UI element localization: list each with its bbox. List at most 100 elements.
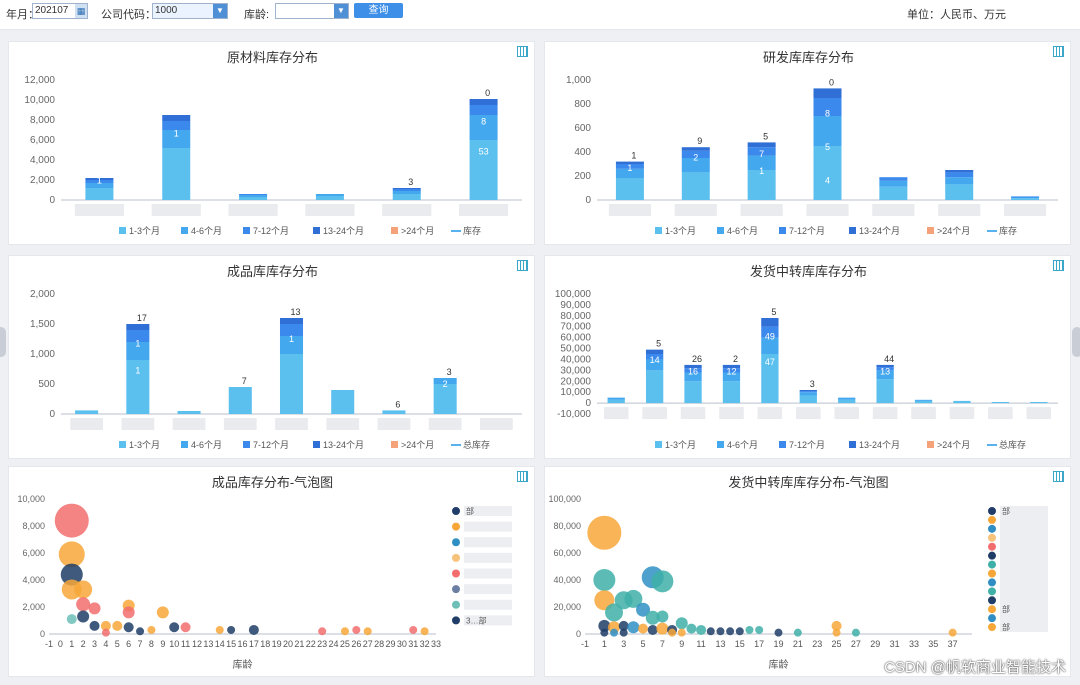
calendar-icon[interactable]: ▦: [75, 4, 87, 18]
x-tick-label: 4: [103, 639, 108, 649]
legend-swatch: [243, 441, 250, 448]
bubble-point: [169, 622, 180, 633]
chart-settings-icon[interactable]: [1053, 46, 1064, 57]
legend-label: 7-12个月: [253, 226, 289, 236]
y-tick-label: 600: [574, 123, 591, 134]
transit-bubble-panel: 发货中转库库存分布-气泡图 0 20,000 40,000 60,000 80,000 10…: [544, 466, 1071, 677]
bar-segment: [945, 177, 974, 185]
legend-dot: [988, 507, 996, 515]
category-label-placeholder: [305, 204, 355, 216]
x-tick-label: 21: [793, 639, 803, 649]
bar-segment: [722, 364, 741, 369]
transit-bar-chart: 发货中转库库存分布 -10,000010,00020,00030,00040,00…: [555, 264, 1058, 450]
chevron-down-icon[interactable]: ▼: [213, 4, 227, 18]
bubble-point: [851, 628, 860, 637]
left-scroll-handle[interactable]: [0, 327, 6, 357]
age-select[interactable]: ▼: [275, 3, 349, 19]
category-label-placeholder: [70, 418, 104, 430]
query-button[interactable]: 查询: [354, 3, 403, 18]
bar-total-label: 5: [763, 131, 768, 141]
category-label-placeholder: [680, 407, 706, 420]
unit-text: 单位：人民币、万元: [907, 9, 1006, 21]
month-input[interactable]: 202107 ▦: [32, 3, 88, 19]
x-tick-label: -1: [581, 639, 589, 649]
bar-segment: [645, 349, 664, 354]
chart-settings-icon[interactable]: [517, 471, 528, 482]
finished-goods-chart-panel: 成品库库存分布 0 500 1,000 1,500 2,000 1 1 17 7 1 13 6 2 3 1-3…: [8, 255, 535, 459]
legend-dot: [452, 553, 460, 562]
legend-label-placeholder: [1000, 586, 1048, 597]
x-tick-label: 12: [192, 639, 202, 649]
y-tick-label: 0: [585, 195, 591, 206]
legend-dot: [452, 585, 460, 594]
bar-segment: [722, 368, 741, 373]
bar-segment: [85, 183, 114, 188]
bar-segment: [914, 400, 933, 404]
bar-segment-label: 1: [289, 334, 294, 344]
legend-dot: [988, 515, 996, 524]
legend-swatch: [849, 441, 856, 448]
bar-segment-label: 16: [688, 366, 698, 376]
legend-label-placeholder: [1000, 622, 1048, 633]
bar-segment: [799, 390, 817, 392]
x-tick-label: 27: [363, 639, 373, 649]
legend-dot: [988, 524, 996, 533]
legend-label-placeholder: [1000, 550, 1048, 561]
chart-title: 成品库存分布-气泡图: [212, 475, 333, 490]
bubble-point: [593, 569, 616, 591]
category-label-placeholder: [223, 418, 257, 430]
x-tick-label: 30: [397, 639, 407, 649]
bubble-point: [726, 627, 735, 636]
finished-goods-bubble-panel: 成品库存分布-气泡图 0 2,000 4,000 6,000 8,000 10,000 -1 0…: [8, 466, 535, 677]
category-label-placeholder: [603, 407, 629, 420]
category-label-placeholder: [608, 204, 652, 216]
chart-settings-icon[interactable]: [517, 260, 528, 271]
x-tick-label: 5: [641, 639, 646, 649]
x-tick-label: 10: [169, 639, 179, 649]
x-tick-label: 17: [249, 639, 259, 649]
category-label-placeholder: [872, 204, 915, 216]
bubble-point: [647, 624, 658, 635]
chart-settings-icon[interactable]: [517, 46, 528, 57]
bubble-point: [318, 627, 327, 636]
legend-swatch: [313, 227, 320, 234]
bar-segment: [126, 342, 150, 360]
bar-total-label: 3: [408, 177, 413, 187]
category-label-placeholder: [382, 204, 432, 216]
chart-settings-icon[interactable]: [1053, 260, 1064, 271]
legend-dot: [988, 614, 996, 623]
bar-segment: [279, 336, 304, 354]
bar-total-label: 17: [137, 313, 147, 323]
chevron-down-icon[interactable]: ▼: [334, 4, 348, 18]
bubble-point: [745, 625, 754, 634]
legend-dot: [452, 507, 460, 515]
bar-segment: [813, 88, 842, 98]
bar-segment: [392, 194, 421, 200]
bar-segment-label: 8: [481, 116, 486, 126]
legend-label-placeholder: [1000, 577, 1048, 588]
bar-segment: [879, 180, 908, 187]
bar-segment: [126, 360, 150, 414]
bar-segment-label: 12: [726, 366, 736, 376]
bubble-point: [420, 627, 429, 636]
bubble-point: [89, 620, 100, 631]
bar-segment: [761, 354, 779, 404]
chart-settings-icon[interactable]: [1053, 471, 1064, 482]
bubble-point: [122, 606, 135, 619]
bar-segment: [681, 158, 710, 173]
bubble-point: [656, 610, 669, 623]
legend-swatch: [849, 227, 856, 234]
x-tick-label: 19: [272, 639, 282, 649]
category-label-placeholder: [642, 407, 667, 420]
legend-label: 4-6个月: [727, 226, 758, 236]
bar-segment-label: 5: [825, 142, 830, 152]
bar-segment: [681, 147, 710, 151]
x-tick-label: 16: [237, 639, 247, 649]
legend-label: 部: [466, 506, 474, 516]
company-select[interactable]: 1000 ▼: [152, 3, 228, 19]
x-tick-label: 27: [851, 639, 861, 649]
bubble-point: [58, 541, 85, 568]
right-scroll-handle[interactable]: [1072, 327, 1080, 357]
legend-label: 1-3个月: [665, 440, 696, 450]
bar-segment: [392, 191, 421, 194]
